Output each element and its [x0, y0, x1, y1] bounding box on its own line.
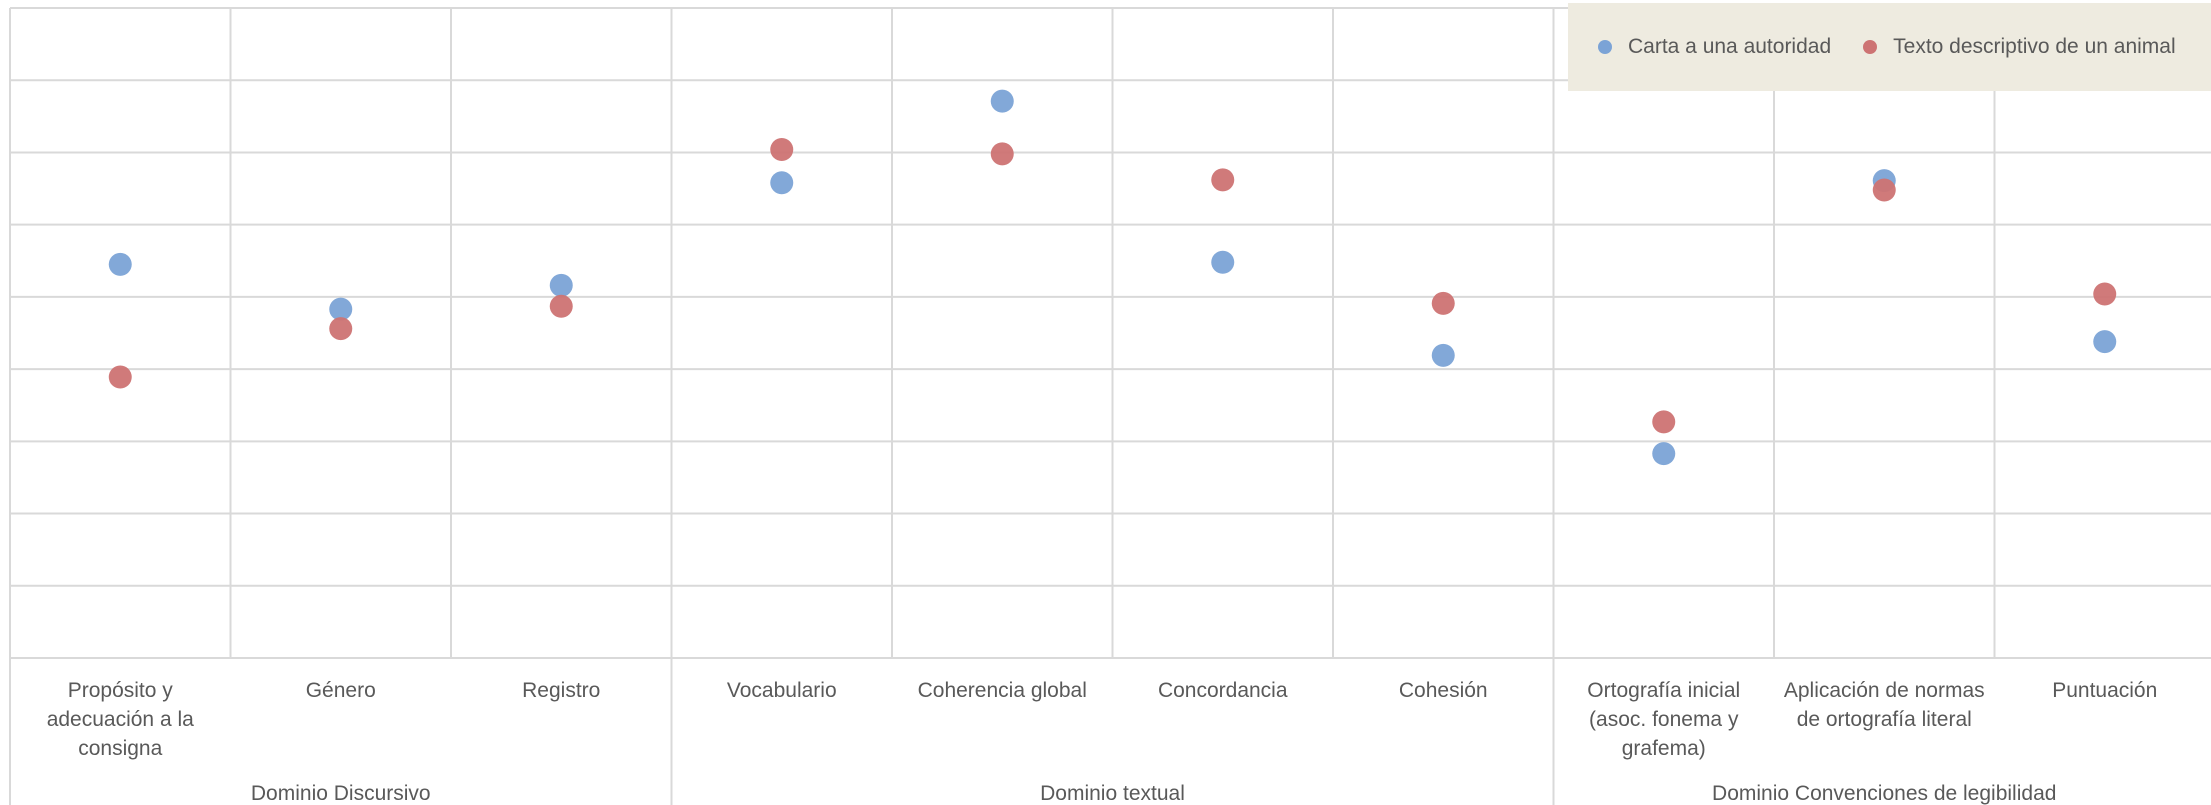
category-label-line: Cohesión: [1399, 679, 1488, 702]
category-label: Género: [306, 679, 376, 702]
data-point-carta: [770, 171, 794, 195]
legend-marker-carta: [1598, 40, 1612, 54]
category-labels: Dominio Discursivo Dominio textual Dominio…: [47, 679, 2158, 805]
data-point-texto: [1211, 168, 1235, 192]
data-point-texto: [549, 294, 573, 318]
group-label: Dominio Convenciones de legibilidad: [1712, 782, 2056, 805]
category-label-line: Propósito y: [68, 679, 174, 702]
data-point-texto: [2093, 282, 2117, 306]
data-point-carta: [549, 273, 573, 297]
data-point-carta: [1431, 343, 1455, 367]
gridlines: [9, 7, 2211, 805]
category-label: Propósito y adecuación a la consigna: [47, 679, 194, 760]
legend-label-carta: Carta a una autoridad: [1628, 35, 1832, 58]
category-label-line: Vocabulario: [727, 679, 837, 702]
category-label: Cohesión: [1399, 679, 1488, 702]
category-label-line: Coherencia global: [918, 679, 1087, 702]
category-label: Vocabulario: [727, 679, 837, 702]
category-label-line: (asoc. fonema y: [1589, 708, 1739, 731]
category-label: Ortografía inicial (asoc. fonema y grafema…: [1587, 679, 1740, 760]
category-label: Coherencia global: [918, 679, 1087, 702]
group-label: Dominio Discursivo: [251, 782, 431, 805]
group-label: Dominio textual: [1040, 782, 1185, 805]
category-label-line: grafema): [1622, 737, 1706, 760]
legend-item-carta: Carta a una autoridad: [1598, 35, 1831, 59]
data-point-carta: [329, 297, 353, 321]
category-label-line: Concordancia: [1158, 679, 1288, 702]
data-point-texto: [1652, 410, 1676, 434]
category-label-line: Ortografía inicial: [1587, 679, 1740, 702]
data-point-texto: [329, 317, 353, 341]
data-point-texto: [770, 138, 794, 162]
data-point-texto: [990, 142, 1014, 166]
legend-label-texto: Texto descriptivo de un animal: [1893, 35, 2176, 58]
legend-item-texto: Texto descriptivo de un animal: [1863, 35, 2176, 59]
category-label: Concordancia: [1158, 679, 1288, 702]
category-label-line: consigna: [78, 737, 162, 760]
data-point-carta: [2093, 330, 2117, 354]
legend: Carta a una autoridad Texto descriptivo …: [1568, 3, 2211, 91]
category-label-line: adecuación a la: [47, 708, 194, 731]
category-label-line: de ortografía literal: [1797, 708, 1972, 731]
data-point-texto: [1431, 291, 1455, 315]
data-point-carta: [990, 89, 1014, 113]
data-point-carta: [1211, 250, 1235, 274]
legend-marker-texto: [1863, 40, 1878, 54]
category-label-line: Aplicación de normas: [1784, 679, 1985, 702]
category-label: Puntuación: [2052, 679, 2157, 702]
category-label: Registro: [522, 679, 600, 702]
data-points: [108, 89, 2117, 466]
category-label-line: Género: [306, 679, 376, 702]
data-point-texto: [1872, 178, 1896, 202]
category-label-line: Puntuación: [2052, 679, 2157, 702]
data-point-carta: [108, 252, 132, 276]
data-point-texto: [108, 365, 132, 389]
category-label-line: Registro: [522, 679, 600, 702]
data-point-carta: [1652, 442, 1676, 466]
category-label: Aplicación de normas de ortografía litera…: [1784, 679, 1985, 731]
